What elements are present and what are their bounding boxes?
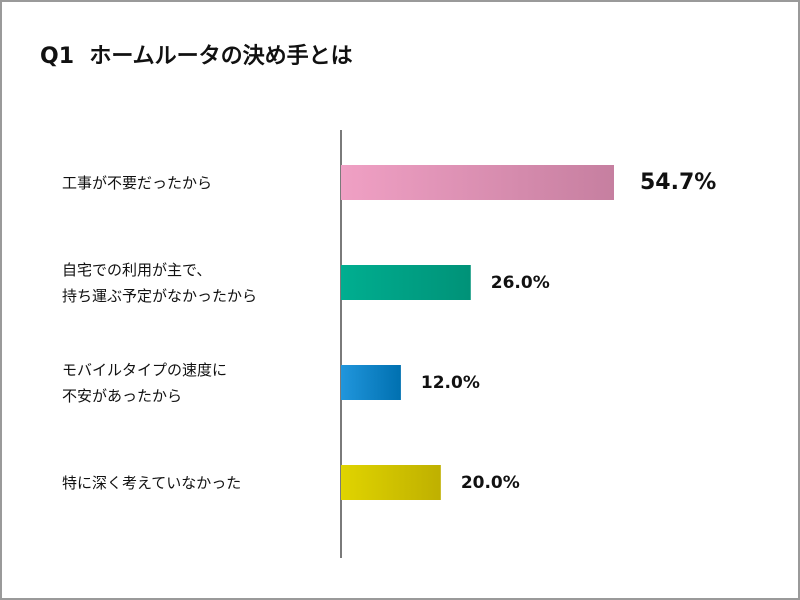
chart-title: Q1 ホームルータの決め手とは bbox=[40, 44, 353, 69]
bar-2 bbox=[341, 265, 471, 300]
bar-1 bbox=[341, 165, 614, 200]
value-label-1: 54.7% bbox=[640, 170, 717, 195]
value-label-2: 26.0% bbox=[490, 273, 550, 293]
value-label-3: 12.0% bbox=[420, 373, 480, 393]
bar-4 bbox=[341, 465, 441, 500]
category-label-1: 工事が不要だったから bbox=[62, 173, 213, 192]
category-label-3: モバイルタイプの速度に 不安があったから bbox=[62, 360, 228, 405]
value-label-4: 20.0% bbox=[460, 473, 520, 493]
category-label-4: 特に深く考えていなかった bbox=[62, 473, 242, 492]
category-label-2: 自宅での利用が主で、 持ち運ぶ予定がなかったから bbox=[62, 260, 258, 305]
bar-3 bbox=[341, 365, 401, 400]
